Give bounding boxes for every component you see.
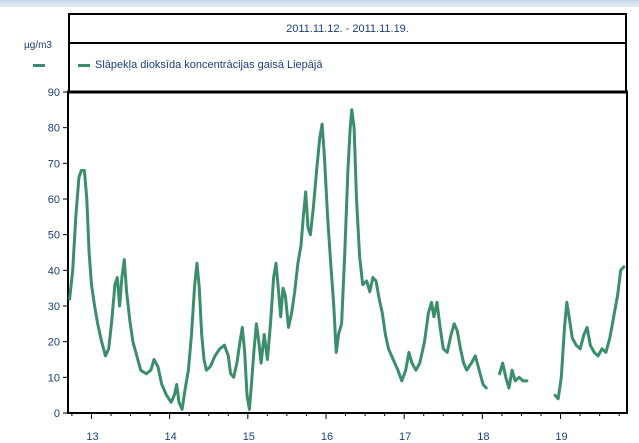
y-tick-label: 50 bbox=[48, 230, 60, 242]
y-tick-label: 60 bbox=[48, 194, 60, 206]
x-tick-label: 18 bbox=[477, 431, 489, 443]
chart-axes: 0 10 20 30 40 50 60 70 80 90 13 14 15 16 17 18 19 bbox=[48, 87, 628, 443]
y-tick-label: 80 bbox=[48, 123, 60, 135]
y-tick-label: 40 bbox=[48, 265, 60, 277]
chart-lines bbox=[70, 110, 624, 410]
x-tick-label: 13 bbox=[86, 431, 98, 443]
y-tick-label: 70 bbox=[48, 158, 60, 170]
y-tick-label: 10 bbox=[48, 372, 60, 384]
x-tick-label: 15 bbox=[243, 431, 255, 443]
y-tick-label: 0 bbox=[54, 408, 60, 420]
series-line-segment bbox=[555, 267, 624, 399]
series-line-segment bbox=[500, 363, 527, 388]
series-line-segment bbox=[70, 110, 487, 410]
x-tick-label: 14 bbox=[165, 431, 177, 443]
y-tick-label: 20 bbox=[48, 337, 60, 349]
x-tick-label: 19 bbox=[555, 431, 567, 443]
y-tick-label: 30 bbox=[48, 301, 60, 313]
x-tick-label: 16 bbox=[321, 431, 333, 443]
x-tick-label: 17 bbox=[399, 431, 411, 443]
y-tick-label: 90 bbox=[48, 87, 60, 99]
